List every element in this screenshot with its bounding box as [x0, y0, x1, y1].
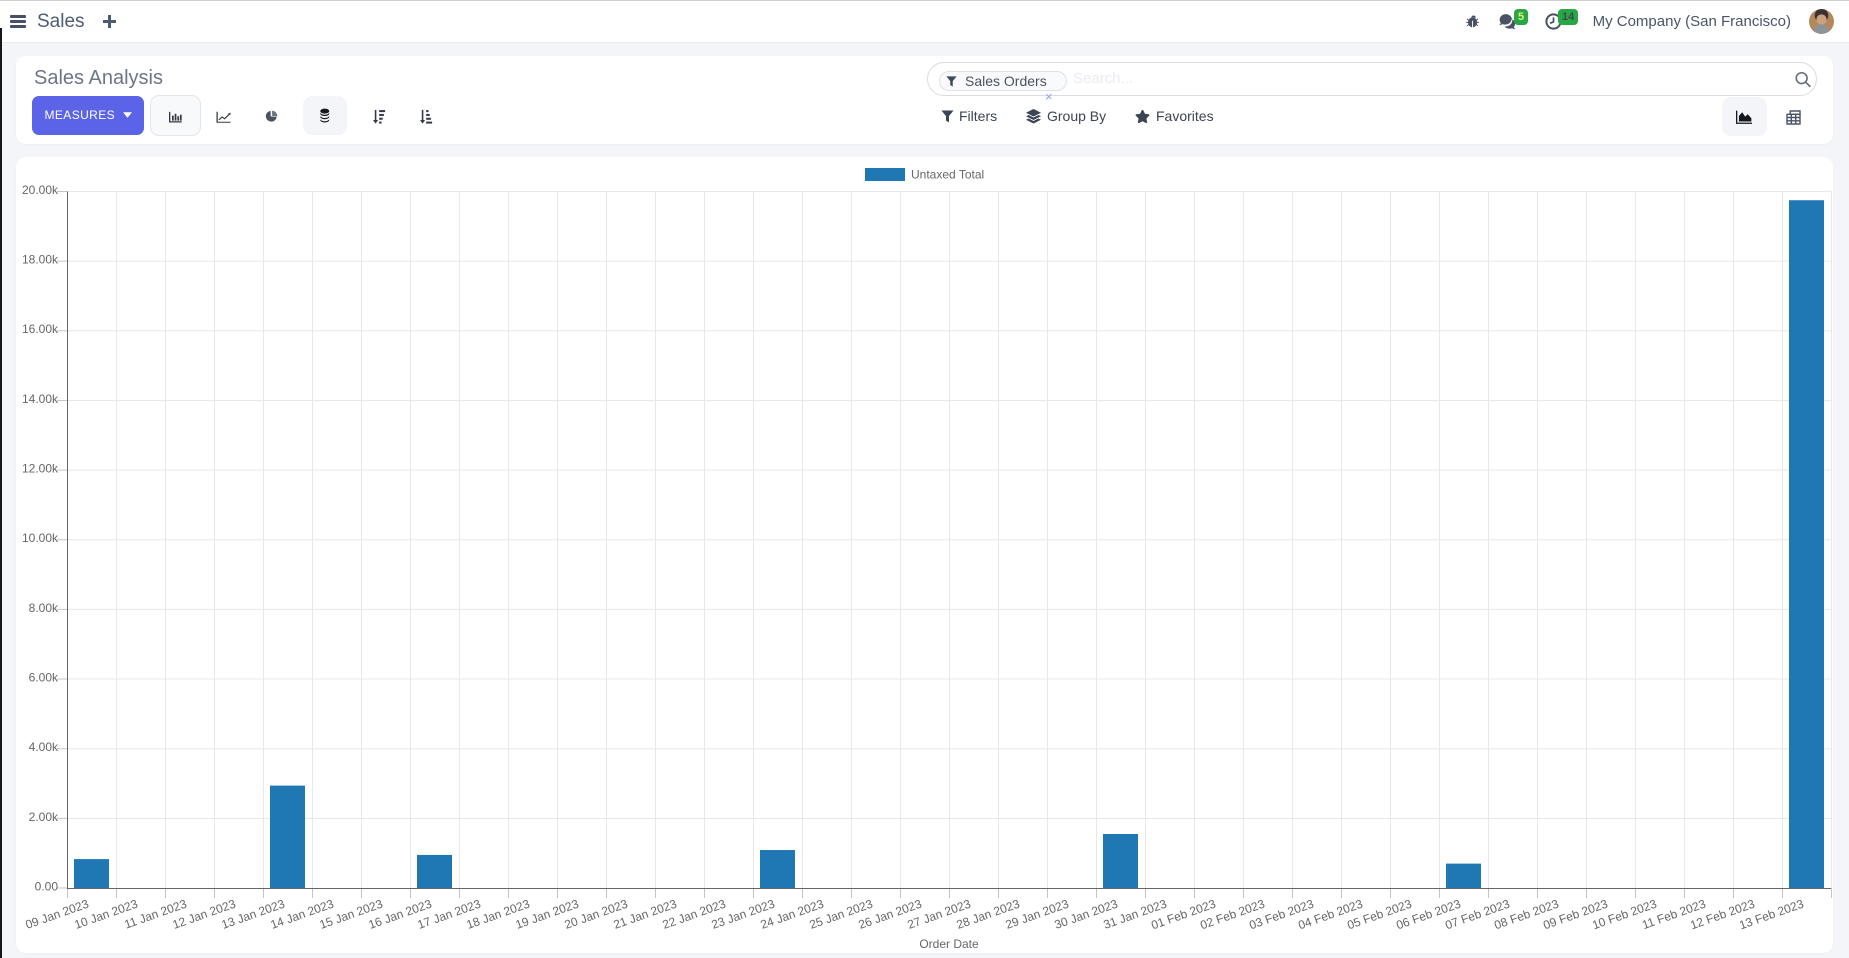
svg-text:Untaxed Total: Untaxed Total [911, 168, 984, 182]
svg-text:0.00: 0.00 [35, 879, 59, 893]
svg-text:6.00k: 6.00k [29, 670, 59, 684]
svg-text:16.00k: 16.00k [22, 322, 59, 336]
svg-text:2.00k: 2.00k [29, 810, 59, 824]
svg-text:20.00k: 20.00k [22, 183, 59, 197]
svg-text:8.00k: 8.00k [29, 601, 59, 615]
svg-text:14.00k: 14.00k [22, 392, 59, 406]
svg-text:Order Date: Order Date [919, 937, 979, 951]
svg-text:10.00k: 10.00k [22, 531, 59, 545]
svg-text:18.00k: 18.00k [22, 253, 59, 267]
svg-text:4.00k: 4.00k [29, 740, 59, 754]
svg-text:12.00k: 12.00k [22, 462, 59, 476]
